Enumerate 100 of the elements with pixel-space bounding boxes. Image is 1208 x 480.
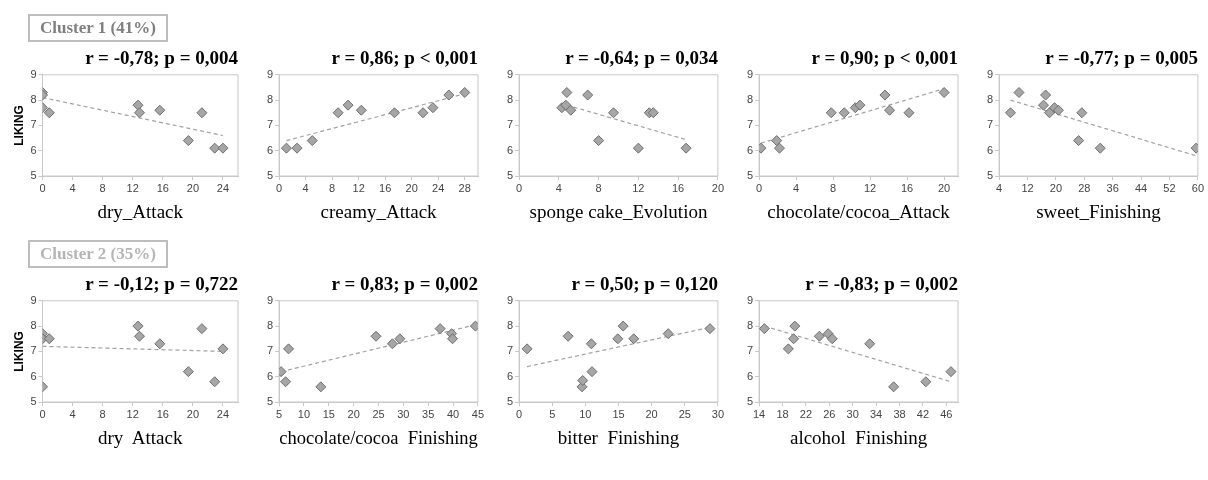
- y-tick-label: 7: [30, 344, 37, 357]
- y-axis-title: LIKING: [11, 331, 26, 372]
- y-tick-label: 7: [986, 118, 994, 131]
- x-tick-label: 36: [1106, 181, 1119, 194]
- x-tick-label: 20: [347, 407, 360, 420]
- x-tick-label: 20: [186, 181, 200, 194]
- y-tick-label: 8: [30, 319, 37, 332]
- chart-title: r = -0,83; p = 0,002: [805, 273, 958, 295]
- x-tick-label: 4: [69, 407, 76, 420]
- x-tick-label: 25: [678, 407, 691, 420]
- x-tick-label: 8: [595, 181, 602, 194]
- y-tick-label: 7: [266, 344, 274, 357]
- x-tick-label: 34: [869, 407, 883, 420]
- y-tick-label: 8: [506, 319, 514, 332]
- y-tick-label: 5: [266, 395, 274, 408]
- x-tick-label: 60: [1191, 181, 1205, 194]
- x-axis-title: dry Attack: [98, 426, 183, 448]
- y-tick-label: 6: [746, 143, 754, 156]
- x-tick-label: 28: [1078, 181, 1091, 194]
- chart-title: r = -0,78; p = 0,004: [85, 47, 239, 69]
- x-tick-label: 28: [458, 181, 471, 194]
- x-tick-label: 14: [752, 407, 766, 420]
- y-tick-label: 9: [506, 67, 514, 80]
- x-tick-label: 24: [432, 181, 445, 194]
- x-tick-label: 8: [99, 181, 106, 194]
- x-tick-label: 12: [632, 181, 645, 194]
- y-tick-label: 9: [986, 67, 994, 80]
- chart-title: r = 0,50; p = 0,120: [571, 273, 718, 295]
- x-tick-label: 45: [471, 407, 485, 420]
- x-tick-label: 24: [216, 407, 230, 420]
- y-tick-label: 5: [266, 169, 274, 182]
- y-tick-label: 9: [746, 293, 754, 306]
- y-tick-label: 7: [746, 344, 754, 357]
- x-tick-label: 42: [916, 407, 930, 420]
- y-tick-label: 5: [506, 395, 514, 408]
- y-tick-label: 8: [746, 93, 754, 106]
- x-tick-label: 20: [645, 407, 658, 420]
- x-tick-label: 16: [379, 181, 392, 194]
- x-tick-label: 16: [156, 407, 169, 420]
- x-tick-label: 20: [405, 181, 418, 194]
- x-tick-label: 4: [302, 181, 309, 194]
- chart-title: r = 0,83; p = 0,002: [331, 273, 478, 295]
- x-tick-label: 16: [672, 181, 685, 194]
- x-tick-label: 4: [996, 181, 1003, 194]
- chart-title: r = -0,77; p = 0,005: [1045, 47, 1198, 69]
- y-tick-label: 7: [266, 118, 274, 131]
- y-tick-label: 6: [506, 369, 514, 382]
- x-tick-label: 24: [216, 181, 230, 194]
- x-tick-label: 30: [397, 407, 410, 420]
- y-tick-label: 6: [30, 369, 37, 382]
- y-tick-label: 6: [266, 369, 274, 382]
- y-tick-label: 9: [266, 67, 274, 80]
- x-tick-label: 0: [516, 181, 523, 194]
- y-tick-label: 8: [266, 319, 274, 332]
- x-axis-title: alcohol Finishing: [789, 426, 928, 448]
- chart-subtitle: Cluster 2 (35%): [28, 240, 168, 268]
- y-axis-title: LIKING: [11, 105, 26, 146]
- y-tick-label: 5: [746, 169, 754, 182]
- x-tick-label: 10: [579, 407, 592, 420]
- x-tick-label: 25: [372, 407, 385, 420]
- y-tick-label: 7: [506, 118, 514, 131]
- chart-title: r = 0,86; p < 0,001: [331, 47, 478, 69]
- x-tick-label: 18: [776, 407, 789, 420]
- x-axis-title: creamy_Attack: [320, 200, 438, 222]
- y-tick-label: 8: [266, 93, 274, 106]
- y-tick-label: 6: [30, 143, 37, 156]
- x-tick-label: 12: [864, 181, 877, 194]
- chart-title: r = -0,12; p = 0,722: [85, 273, 238, 295]
- x-tick-label: 12: [126, 407, 139, 420]
- x-tick-label: 52: [1163, 181, 1176, 194]
- x-tick-label: 8: [329, 181, 336, 194]
- y-tick-label: 9: [746, 67, 754, 80]
- x-tick-label: 0: [39, 407, 46, 420]
- y-tick-label: 7: [506, 344, 514, 357]
- y-tick-label: 7: [746, 118, 754, 131]
- x-tick-label: 12: [1021, 181, 1034, 194]
- x-tick-label: 40: [446, 407, 460, 420]
- x-tick-label: 10: [297, 407, 311, 420]
- x-tick-label: 4: [793, 181, 800, 194]
- x-axis-title: chocolate/cocoa_Attack: [767, 200, 951, 222]
- x-tick-label: 35: [422, 407, 435, 420]
- x-tick-label: 30: [846, 407, 859, 420]
- y-tick-label: 5: [30, 395, 37, 408]
- x-tick-label: 5: [549, 407, 556, 420]
- x-tick-label: 30: [711, 407, 725, 420]
- x-tick-label: 16: [156, 181, 169, 194]
- y-tick-label: 5: [746, 395, 754, 408]
- x-tick-label: 20: [186, 407, 200, 420]
- y-tick-label: 9: [266, 293, 274, 306]
- x-tick-label: 15: [612, 407, 625, 420]
- x-tick-label: 26: [823, 407, 836, 420]
- chart-title: r = -0,64; p = 0,034: [565, 47, 719, 69]
- x-tick-label: 16: [901, 181, 914, 194]
- x-tick-label: 12: [126, 181, 139, 194]
- y-tick-label: 5: [30, 169, 37, 182]
- x-tick-label: 20: [938, 181, 951, 194]
- x-tick-label: 22: [799, 407, 813, 420]
- x-tick-label: 15: [322, 407, 335, 420]
- chart-subtitle: Cluster 1 (41%): [28, 14, 168, 42]
- y-tick-label: 9: [30, 293, 37, 306]
